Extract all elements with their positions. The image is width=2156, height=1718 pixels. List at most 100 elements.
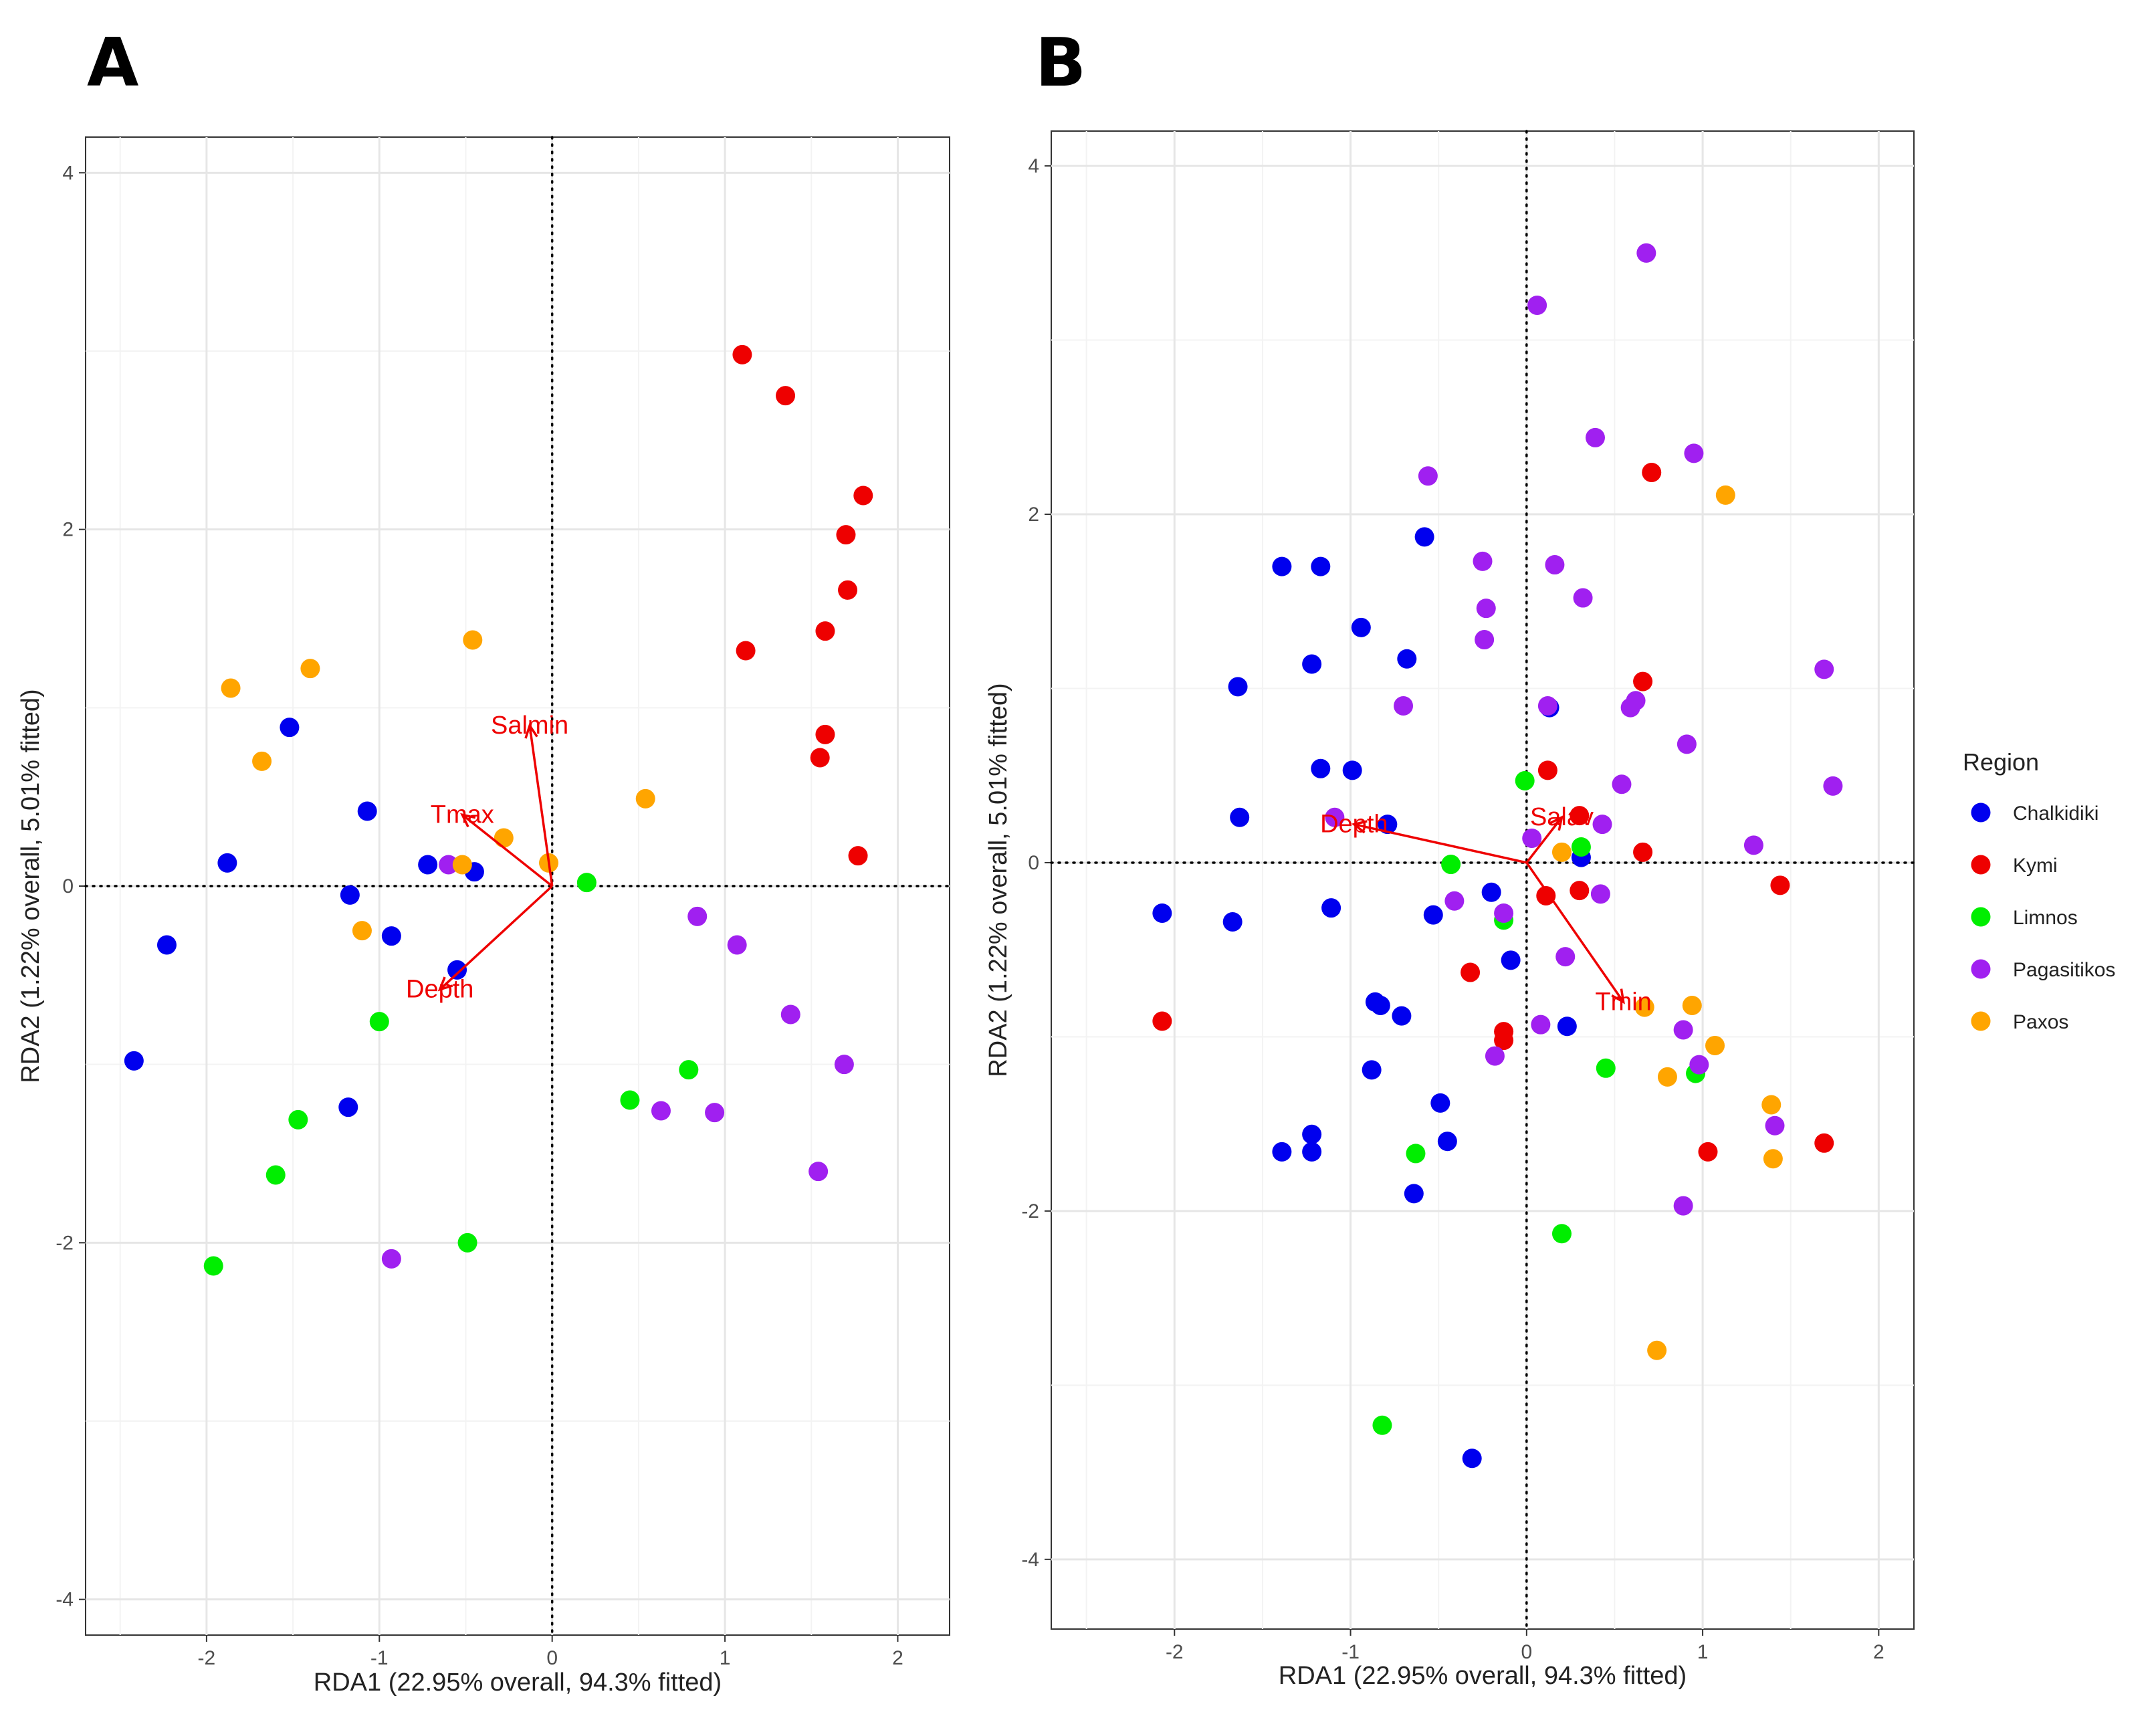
panel-b-point-chalkidiki: [1370, 996, 1390, 1016]
panel-a-point-kymi: [838, 580, 858, 600]
panel-a-point-chalkidiki: [418, 855, 438, 875]
panel-b-point-pagasitikos: [1545, 555, 1565, 575]
panel-b-point-chalkidiki: [1397, 649, 1417, 669]
panel-b-point-kymi: [1494, 1031, 1514, 1051]
panel-a-arrowhead-depth: [437, 976, 453, 992]
panel-a-point-paxos: [463, 630, 483, 650]
panel-b-x-axis-label: RDA1 (22.95% overall, 94.3% fitted): [1279, 1662, 1687, 1690]
panel-b-point-pagasitikos: [1555, 947, 1576, 967]
panel-a-point-kymi: [815, 724, 835, 744]
panel-a-point-kymi: [776, 386, 796, 406]
panel-a-point-limnos: [265, 1165, 286, 1185]
panel-a-point-limnos: [288, 1109, 308, 1130]
panel-a-point-limnos: [576, 873, 597, 893]
panel-b-point-kymi: [1633, 842, 1653, 862]
panel-a-point-kymi: [853, 486, 873, 506]
panel-b-point-pagasitikos: [1585, 427, 1605, 447]
panel-a-y-tick-label: -4: [56, 1589, 74, 1611]
panel-b-point-chalkidiki: [1414, 527, 1434, 547]
panel-a-point-pagasitikos: [439, 855, 459, 875]
panel-a-y-tick-label: 4: [62, 162, 74, 184]
panel-a-point-limnos: [679, 1060, 699, 1080]
panel-b-arrow-tmin: [1525, 861, 1625, 1003]
panel-b-point-pagasitikos: [1537, 696, 1557, 716]
panel-a-point-kymi: [810, 748, 830, 768]
panel-a-x-tick-label: -2: [198, 1647, 216, 1669]
panel-b-point-pagasitikos: [1814, 659, 1834, 679]
panel-b-arrowhead-depth: [1351, 820, 1368, 834]
panel-b-point-limnos: [1441, 855, 1461, 875]
panel-a-point-chalkidiki: [357, 801, 377, 821]
panel-a-x-tick-label: 2: [892, 1647, 903, 1669]
panel-a-vector-label-salmin: Salmin: [491, 712, 568, 740]
panel-b-point-pagasitikos: [1636, 243, 1656, 263]
panel-b-point-paxos: [1715, 485, 1735, 505]
panel-a-point-chalkidiki: [338, 1097, 358, 1117]
panel-a-point-kymi: [736, 641, 756, 661]
panel-b-point-limnos: [1571, 837, 1591, 857]
panel-a-point-chalkidiki: [156, 935, 177, 955]
panel-a-x-tick-label: -1: [370, 1647, 389, 1669]
legend-swatch-pagasitikos: [1971, 959, 1991, 979]
panel-b-point-paxos: [1551, 842, 1572, 862]
panel-b-x-tick-label: -2: [1166, 1641, 1184, 1663]
panel-b-x-tick-label: -1: [1341, 1641, 1360, 1663]
panel-b-point-kymi: [1152, 1011, 1172, 1031]
panel-b-point-pagasitikos: [1485, 1046, 1505, 1066]
panel-a-point-kymi: [732, 344, 752, 364]
panel-a-point-paxos: [494, 828, 514, 848]
panel-b-point-pagasitikos: [1684, 443, 1704, 463]
legend-label-chalkidiki: Chalkidiki: [2013, 802, 2098, 825]
panel-b-point-pagasitikos: [1689, 1055, 1709, 1075]
panel-a-x-tick-label: 1: [720, 1647, 731, 1669]
panel-b-point-kymi: [1698, 1142, 1718, 1162]
panel-b-vector-label-tmin: Tmin: [1595, 988, 1651, 1016]
panel-b-arrow-depth: [1354, 823, 1527, 864]
panel-a-point-limnos: [369, 1012, 389, 1032]
panel-b-point-chalkidiki: [1311, 556, 1331, 576]
panel-a-point-kymi: [848, 846, 868, 866]
panel-a-point-paxos: [221, 678, 241, 698]
panel-b-point-pagasitikos: [1673, 1196, 1693, 1216]
panel-b-point-chalkidiki: [1423, 905, 1443, 925]
panel-b-point-kymi: [1536, 885, 1556, 905]
panel-b-point-kymi: [1570, 881, 1590, 901]
panel-b-point-chalkidiki: [1557, 1016, 1577, 1037]
legend-swatch-paxos: [1971, 1011, 1991, 1031]
panel-b-point-pagasitikos: [1677, 734, 1697, 754]
panel-b-y-axis-label: RDA2 (1.22% overall, 5.01% fitted): [984, 683, 1012, 1077]
panel-b-point-pagasitikos: [1473, 551, 1493, 571]
panel-b-point-pagasitikos: [1325, 807, 1345, 827]
panel-letter-b: B: [1035, 23, 1086, 102]
panel-b-point-limnos: [1596, 1058, 1616, 1078]
panel-letter-a: A: [87, 23, 138, 102]
panel-b-point-pagasitikos: [1494, 903, 1514, 923]
panel-b-plot: -2 -1 0 1 2 -4 -2 0 2 4 Salav Depth Tmin: [1021, 130, 1915, 1663]
panel-b-point-chalkidiki: [1222, 912, 1243, 932]
panel-a-x-axis-label: RDA1 (22.95% overall, 94.3% fitted): [314, 1669, 722, 1697]
legend-label-kymi: Kymi: [2013, 855, 2058, 877]
panel-a-point-limnos: [457, 1232, 477, 1253]
legend-label-pagasitikos: Pagasitikos: [2013, 959, 2115, 981]
panel-b-point-paxos: [1705, 1035, 1725, 1055]
panel-b-point-paxos: [1634, 997, 1654, 1017]
panel-b-point-chalkidiki: [1311, 758, 1331, 778]
panel-a-point-paxos: [452, 855, 472, 875]
panel-b-point-chalkidiki: [1272, 1142, 1292, 1162]
panel-a-point-chalkidiki: [217, 853, 237, 873]
panel-b-vector-label-depth: Depth: [1320, 811, 1388, 839]
panel-b-point-chalkidiki: [1152, 903, 1172, 923]
panel-b-point-paxos: [1647, 1340, 1667, 1360]
panel-b-y-tick-label: 0: [1028, 852, 1039, 874]
panel-b-point-chalkidiki: [1430, 1093, 1450, 1113]
panel-b-point-pagasitikos: [1765, 1115, 1785, 1136]
panel-b-x-tick-label: 1: [1697, 1641, 1709, 1663]
panel-a-vector-label-depth: Depth: [406, 976, 473, 1004]
panel-b-point-chalkidiki: [1392, 1006, 1412, 1026]
panel-a-point-kymi: [815, 621, 835, 641]
panel-b-plot-area: [1051, 130, 1915, 1630]
panel-b-arrowhead-salav: [1549, 815, 1564, 831]
panel-b-point-pagasitikos: [1612, 774, 1632, 794]
panel-b-point-chalkidiki: [1321, 898, 1341, 918]
